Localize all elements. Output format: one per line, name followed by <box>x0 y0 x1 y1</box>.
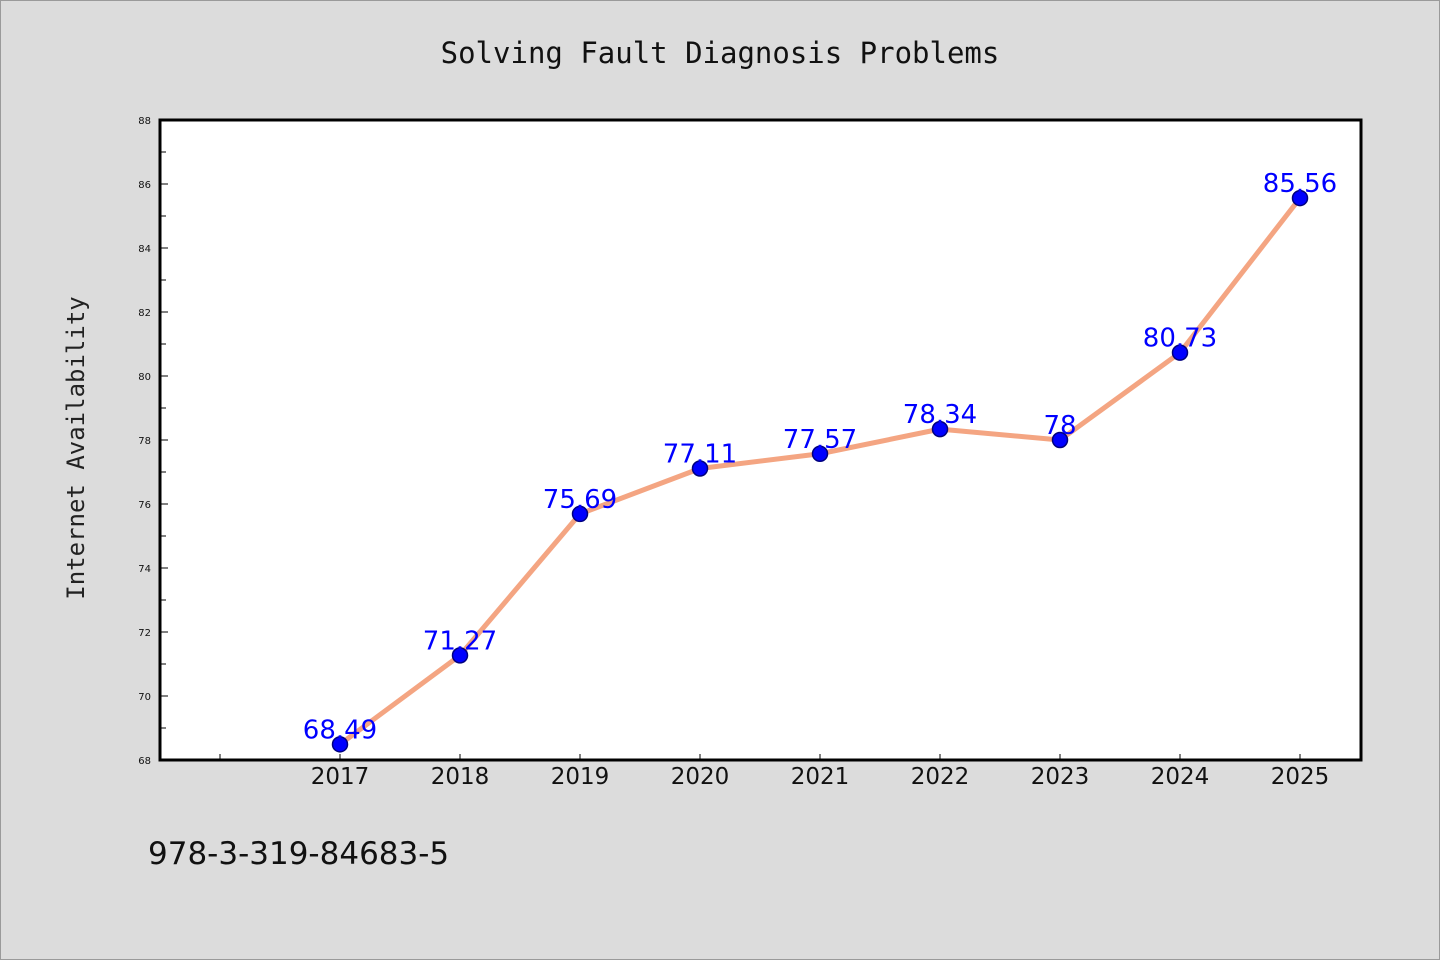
footnote-isbn: 978-3-319-84683-5 <box>148 836 449 872</box>
x-tick-label: 2025 <box>1271 764 1330 790</box>
data-point <box>331 736 349 753</box>
data-label: 68.49 <box>303 715 377 745</box>
y-tick-label: 86 <box>138 180 151 191</box>
data-label: 77.57 <box>783 425 857 455</box>
data-label: 85.56 <box>1263 169 1337 199</box>
plot-area <box>158 118 1363 762</box>
y-tick-label: 70 <box>138 692 151 703</box>
data-point <box>811 445 829 463</box>
x-tick-label: 2017 <box>311 764 370 790</box>
y-axis: 68 70 72 74 76 78 80 82 84 86 88 <box>138 116 168 767</box>
y-tick-label: 88 <box>138 116 151 127</box>
data-point <box>1291 189 1309 207</box>
y-tick-label: 82 <box>138 308 151 319</box>
data-label: 80.73 <box>1143 324 1217 354</box>
y-tick-label: 76 <box>138 500 151 511</box>
y-tick-label: 78 <box>138 436 151 447</box>
x-tick-label: 2024 <box>1151 764 1210 790</box>
x-tick-label: 2019 <box>551 764 610 790</box>
data-label: 78 <box>1043 411 1076 441</box>
y-tick-label: 84 <box>138 244 151 255</box>
data-label: 78.34 <box>903 400 977 430</box>
x-tick-label: 2022 <box>911 764 970 790</box>
data-label: 77.11 <box>663 439 737 469</box>
x-tick-label: 2020 <box>671 764 730 790</box>
y-tick-label: 80 <box>138 372 151 383</box>
y-axis-title: Internet Availability <box>62 296 90 599</box>
data-label: 75.69 <box>543 485 617 515</box>
x-axis: 2017 2018 2019 2020 2021 2022 2023 2024 2025 <box>219 754 1330 790</box>
series-group: 68.49 71.27 75.69 77.11 77.57 78.34 78 80.73 85.… <box>303 169 1337 753</box>
x-tick-label: 2021 <box>791 764 850 790</box>
x-tick-label: 2023 <box>1031 764 1090 790</box>
data-point <box>1051 431 1069 449</box>
chart-title: Solving Fault Diagnosis Problems <box>441 36 1000 70</box>
data-point <box>1171 344 1189 361</box>
data-point <box>691 460 709 477</box>
data-point <box>451 647 469 664</box>
y-tick-label: 72 <box>138 628 151 639</box>
data-point <box>571 505 589 523</box>
data-label: 71.27 <box>423 626 497 656</box>
data-point <box>931 420 949 438</box>
x-tick-label: 2018 <box>431 764 490 790</box>
y-tick-label: 68 <box>138 756 151 767</box>
y-tick-label: 74 <box>138 564 151 575</box>
